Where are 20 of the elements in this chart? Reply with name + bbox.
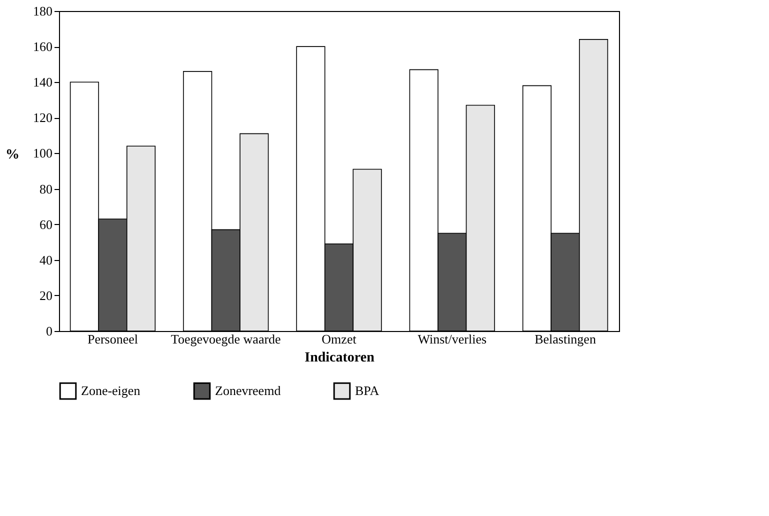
legend-label: BPA xyxy=(355,383,380,398)
y-tick-label: 140 xyxy=(33,74,52,90)
x-tick-label: Winst/verlies xyxy=(418,332,487,346)
legend-label: Zone-eigen xyxy=(81,383,141,398)
y-tick-label: 160 xyxy=(33,39,52,54)
legend-label: Zonevreemd xyxy=(215,383,282,398)
y-tick-label: 80 xyxy=(40,181,52,196)
x-tick-label: Toegevoegde waarde xyxy=(170,332,282,346)
y-tick-label: 40 xyxy=(40,252,52,268)
x-axis-title: Indicatoren xyxy=(304,350,375,366)
x-tick-label: Belastingen xyxy=(534,332,596,346)
y-axis-title: % xyxy=(6,148,20,162)
x-tick-label: Personeel xyxy=(87,332,138,346)
y-tick-label: 100 xyxy=(33,146,52,161)
y-tick-label: 20 xyxy=(40,288,52,303)
y-tick-label: 0 xyxy=(46,324,52,338)
x-tick-label: Omzet xyxy=(322,332,357,346)
y-tick-label: 60 xyxy=(40,216,52,232)
y-tick-label: 180 xyxy=(33,4,52,18)
y-tick-label: 120 xyxy=(33,110,52,126)
